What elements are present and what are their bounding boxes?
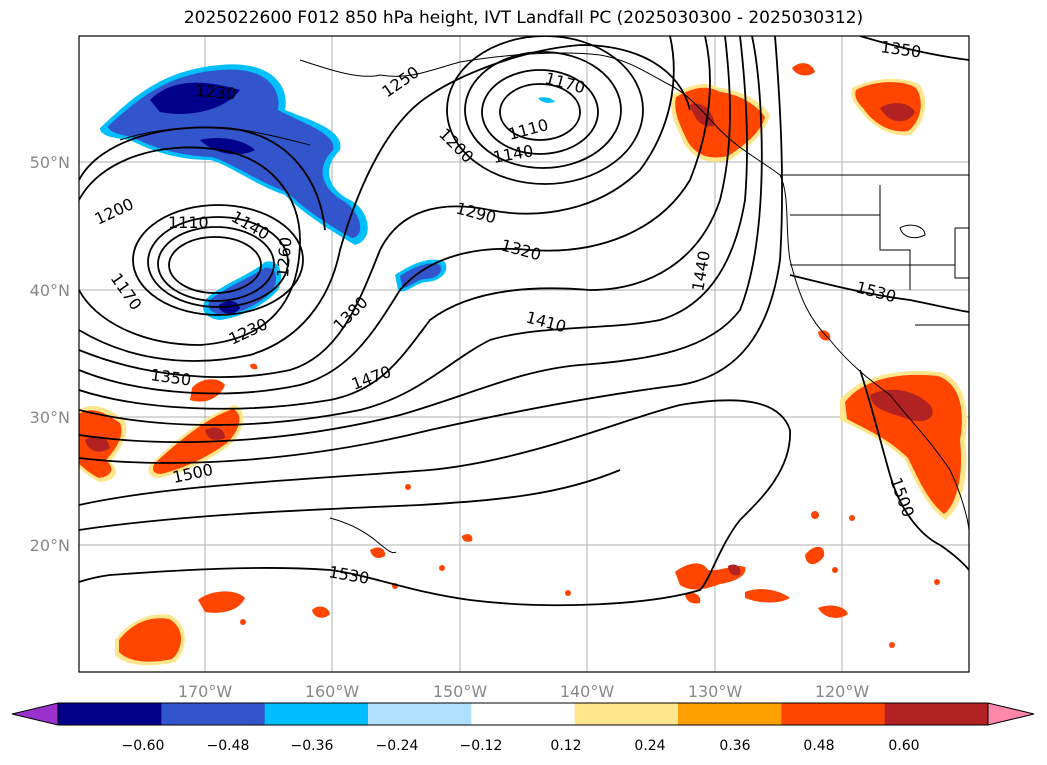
longitude-labels: 170°W 160°W 150°W 140°W 130°W 120°W [178, 682, 870, 701]
lon-label: 160°W [305, 682, 360, 701]
map-title: 2025022600 F012 850 hPa height, IVT Land… [183, 8, 864, 28]
contour-label: 1260 [273, 236, 295, 278]
colorbar-segment [884, 703, 989, 725]
contour-label: 1230 [195, 81, 237, 103]
latitude-labels: 50°N 40°N 30°N 20°N [30, 153, 70, 555]
colorbar-extend-max [987, 702, 1035, 726]
colorbar-segment [161, 703, 266, 725]
colorbar-segment [264, 703, 369, 725]
colorbar-tick: −0.48 [207, 738, 250, 754]
lat-label: 30°N [30, 408, 70, 427]
lat-label: 50°N [30, 153, 70, 172]
lon-label: 120°W [815, 682, 870, 701]
colorbar-tick: −0.36 [291, 738, 334, 754]
colorbar-segment [58, 703, 162, 725]
lon-label: 170°W [178, 682, 233, 701]
colorbar [11, 702, 1035, 726]
colorbar-tick: 0.24 [634, 738, 665, 754]
map-frame [78, 35, 970, 673]
colorbar-segment [368, 703, 472, 725]
colorbar-border [57, 702, 989, 726]
lon-label: 130°W [688, 682, 743, 701]
colorbar-segment [471, 703, 576, 725]
colorbar-segment [781, 703, 886, 725]
colorbar-tick: 0.12 [550, 738, 581, 754]
colorbar-tick: 0.60 [888, 738, 919, 754]
colorbar-tick: −0.24 [376, 738, 419, 754]
colorbar-segment [574, 703, 679, 725]
lat-label: 20°N [30, 536, 70, 555]
colorbar-extend-min [11, 702, 59, 726]
colorbar-tick: 0.36 [719, 738, 750, 754]
height-contours [79, 36, 969, 607]
colorbar-tick-labels: −0.60 −0.48 −0.36 −0.24 −0.12 0.12 0.24 … [122, 738, 920, 754]
colorbar-tick: −0.12 [460, 738, 503, 754]
colorbar-tick: −0.60 [122, 738, 165, 754]
lon-label: 150°W [433, 682, 488, 701]
lon-label: 140°W [560, 682, 615, 701]
colorbar-segment [678, 703, 782, 725]
lat-label: 40°N [30, 281, 70, 300]
colorbar-tick: 0.48 [803, 738, 834, 754]
contour-label: 1110 [168, 213, 209, 232]
